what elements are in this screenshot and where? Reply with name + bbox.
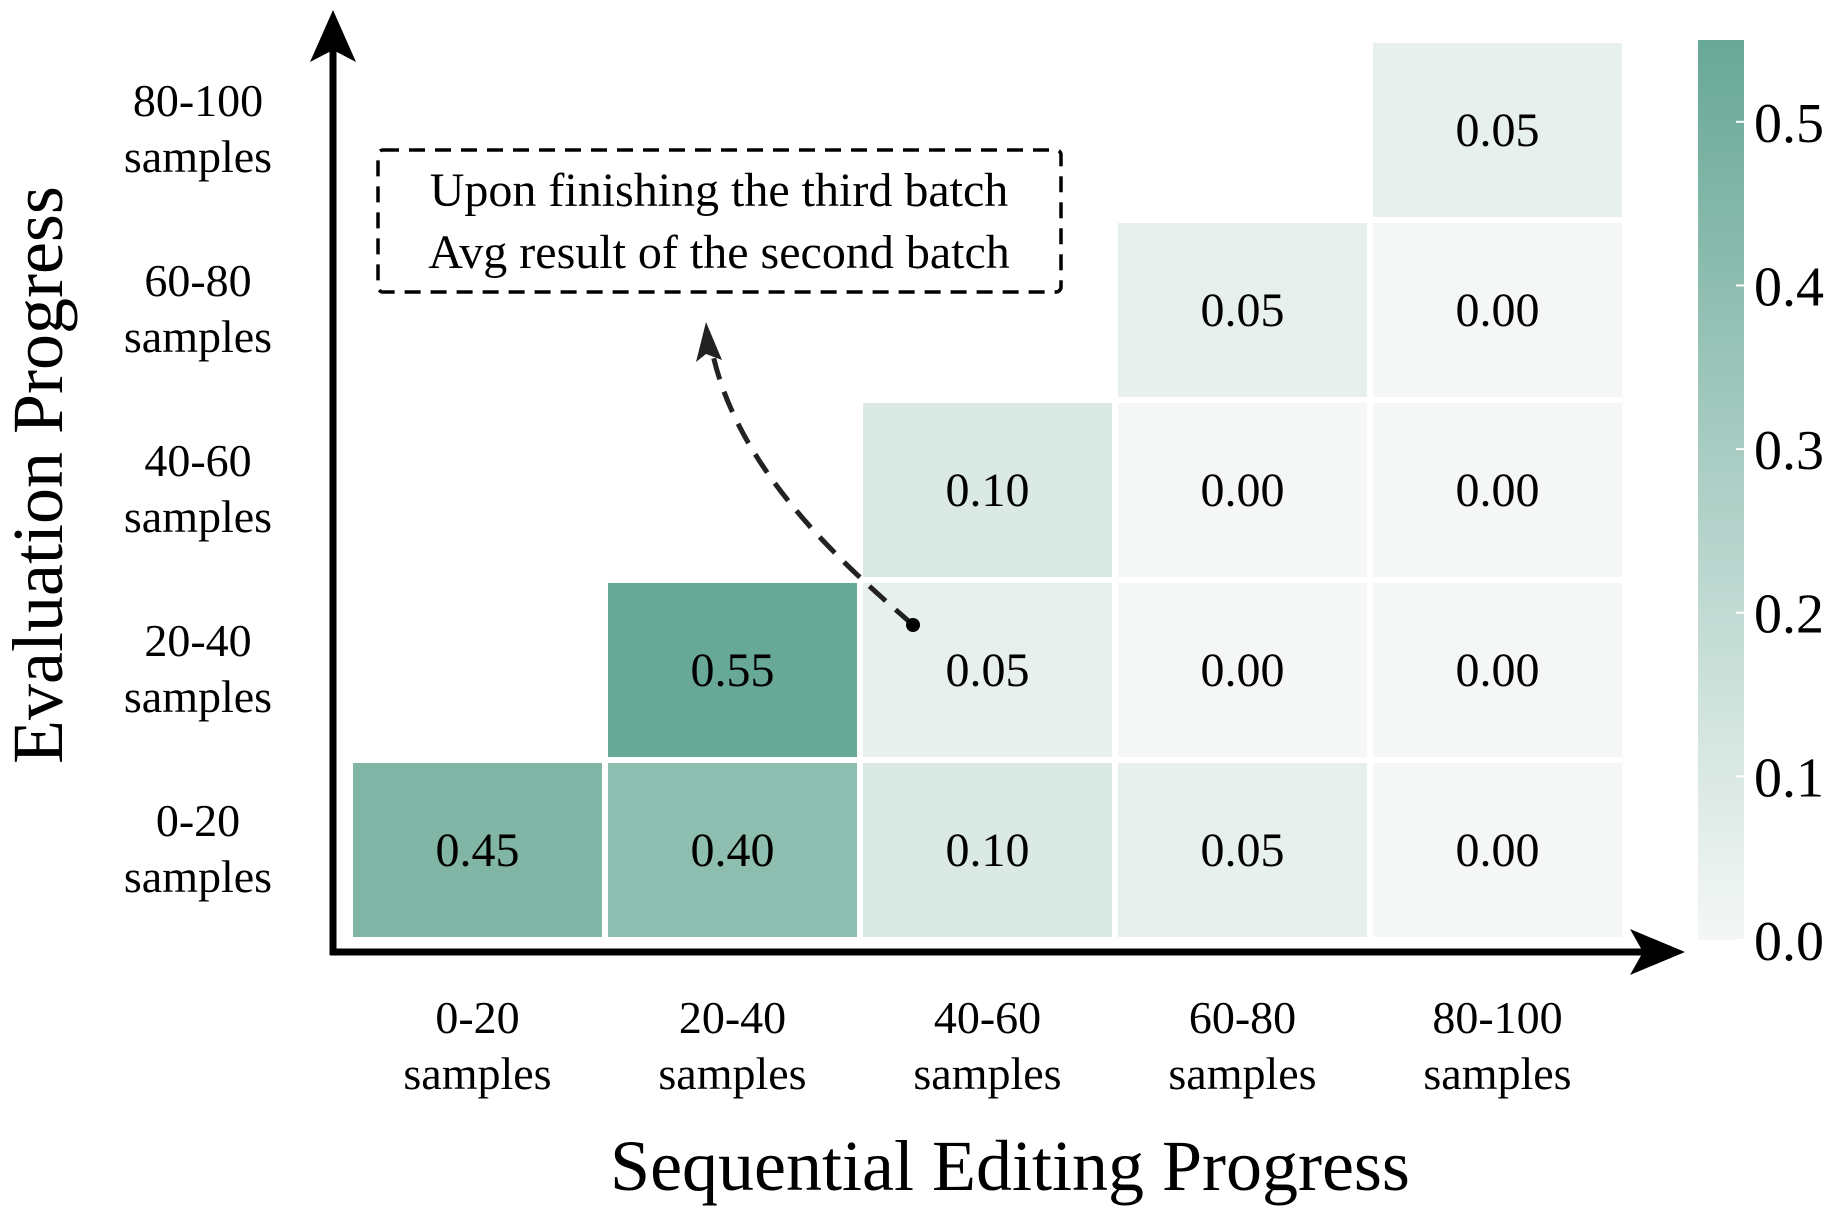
heatmap-cell: 0.00	[1118, 583, 1367, 757]
axes	[310, 10, 1685, 975]
heatmap-cell-label: 0.05	[1456, 104, 1540, 157]
heatmap-cell-rect	[1118, 763, 1367, 937]
x-tick-labels: 0-20 samples 20-40 samples 40-60 samples 60-80…	[403, 992, 1571, 1099]
y-tick-label: 0-20 samples	[124, 795, 272, 902]
heatmap-cell-label: 0.05	[946, 644, 1030, 697]
heatmap-cells: 0.45 0.40 0.10 0.05 0.00 0.55 0.05 0.00 0.00 0.10…	[353, 43, 1622, 937]
heatmap-cell: 0.00	[1373, 223, 1622, 397]
heatmap-cell-rect	[1373, 583, 1622, 757]
heatmap-cell-rect	[608, 763, 857, 937]
heatmap-cell-label: 0.55	[691, 644, 775, 697]
heatmap-cell: 0.10	[863, 763, 1112, 937]
colorbar-tick-label: 0.2	[1754, 584, 1824, 646]
heatmap-cell-rect	[1118, 403, 1367, 577]
heatmap-cell-label: 0.05	[1201, 284, 1285, 337]
heatmap-cell-label: 0.45	[436, 824, 520, 877]
heatmap-cell-rect	[863, 763, 1112, 937]
heatmap-cell-label: 0.00	[1201, 464, 1285, 517]
x-tick-label: 20-40 samples	[658, 992, 806, 1099]
colorbar-tick-label: 0.3	[1754, 420, 1824, 482]
x-tick-label: 60-80 samples	[1168, 992, 1316, 1099]
y-tick-label: 20-40 samples	[124, 615, 272, 722]
heatmap-cell: 0.05	[1118, 763, 1367, 937]
heatmap-cell-label: 0.00	[1456, 644, 1540, 697]
annotation-box	[376, 148, 1063, 294]
heatmap-cell-rect	[353, 763, 602, 937]
colorbar-tick-label: 0.0	[1754, 911, 1824, 973]
heatmap-cell-label: 0.05	[1201, 824, 1285, 877]
heatmap-cell-rect	[1118, 223, 1367, 397]
heatmap-cell-label: 0.10	[946, 464, 1030, 517]
colorbar: 0.0 0.1 0.2 0.3 0.4 0.5	[1698, 40, 1824, 973]
heatmap-cell: 0.10	[863, 403, 1112, 577]
heatmap-cell: 0.45	[353, 763, 602, 937]
x-axis-title: Sequential Editing Progress	[610, 1126, 1410, 1206]
x-tick-label: 0-20 samples	[403, 992, 551, 1099]
heatmap-cell-rect	[608, 583, 857, 757]
colorbar-ticks: 0.0 0.1 0.2 0.3 0.4 0.5	[1736, 93, 1824, 973]
annotation-arrowhead	[696, 322, 722, 362]
colorbar-gradient	[1698, 40, 1744, 940]
annotation-line-1: Upon finishing the third batch	[430, 164, 1009, 217]
x-tick-label: 80-100 samples	[1423, 992, 1571, 1099]
y-tick-label: 80-100 samples	[124, 75, 272, 182]
heatmap-cell-rect	[1373, 223, 1622, 397]
y-tick-label: 40-60 samples	[124, 435, 272, 542]
heatmap-cell: 0.00	[1373, 403, 1622, 577]
y-tick-label: 60-80 samples	[124, 255, 272, 362]
heatmap-cell-rect	[1373, 43, 1622, 217]
heatmap-cell-rect	[1373, 403, 1622, 577]
annotation: Upon finishing the third batch Avg resul…	[376, 148, 1063, 632]
heatmap-cell-label: 0.00	[1456, 824, 1540, 877]
heatmap-cell: 0.05	[863, 583, 1112, 757]
colorbar-tick-label: 0.4	[1754, 256, 1824, 318]
y-tick-labels: 0-20 samples 20-40 samples 40-60 samples 60-80…	[124, 75, 272, 902]
colorbar-tick-label: 0.1	[1754, 747, 1824, 809]
annotation-line-2: Avg result of the second batch	[428, 226, 1010, 279]
heatmap-cell: 0.05	[1373, 43, 1622, 217]
heatmap-cell-label: 0.00	[1456, 284, 1540, 337]
heatmap-cell: 0.55	[608, 583, 857, 757]
y-axis-title: Evaluation Progress	[0, 186, 78, 764]
heatmap-cell-label: 0.00	[1456, 464, 1540, 517]
heatmap-cell-rect	[863, 403, 1112, 577]
y-axis-arrowhead	[310, 10, 356, 62]
heatmap-cell-rect	[1373, 763, 1622, 937]
heatmap-cell: 0.00	[1118, 403, 1367, 577]
x-axis-arrowhead	[1630, 929, 1685, 975]
heatmap-cell-label: 0.00	[1201, 644, 1285, 697]
heatmap-cell-label: 0.40	[691, 824, 775, 877]
annotation-arrow-path	[710, 354, 914, 626]
annotation-origin-dot	[906, 618, 920, 632]
heatmap-cell-label: 0.10	[946, 824, 1030, 877]
x-tick-label: 40-60 samples	[913, 992, 1061, 1099]
heatmap-cell-rect	[863, 583, 1112, 757]
heatmap-cell: 0.00	[1373, 763, 1622, 937]
heatmap-cell: 0.00	[1373, 583, 1622, 757]
heatmap-cell-rect	[1118, 583, 1367, 757]
heatmap-cell: 0.40	[608, 763, 857, 937]
colorbar-tick-label: 0.5	[1754, 93, 1824, 155]
heatmap-cell: 0.05	[1118, 223, 1367, 397]
